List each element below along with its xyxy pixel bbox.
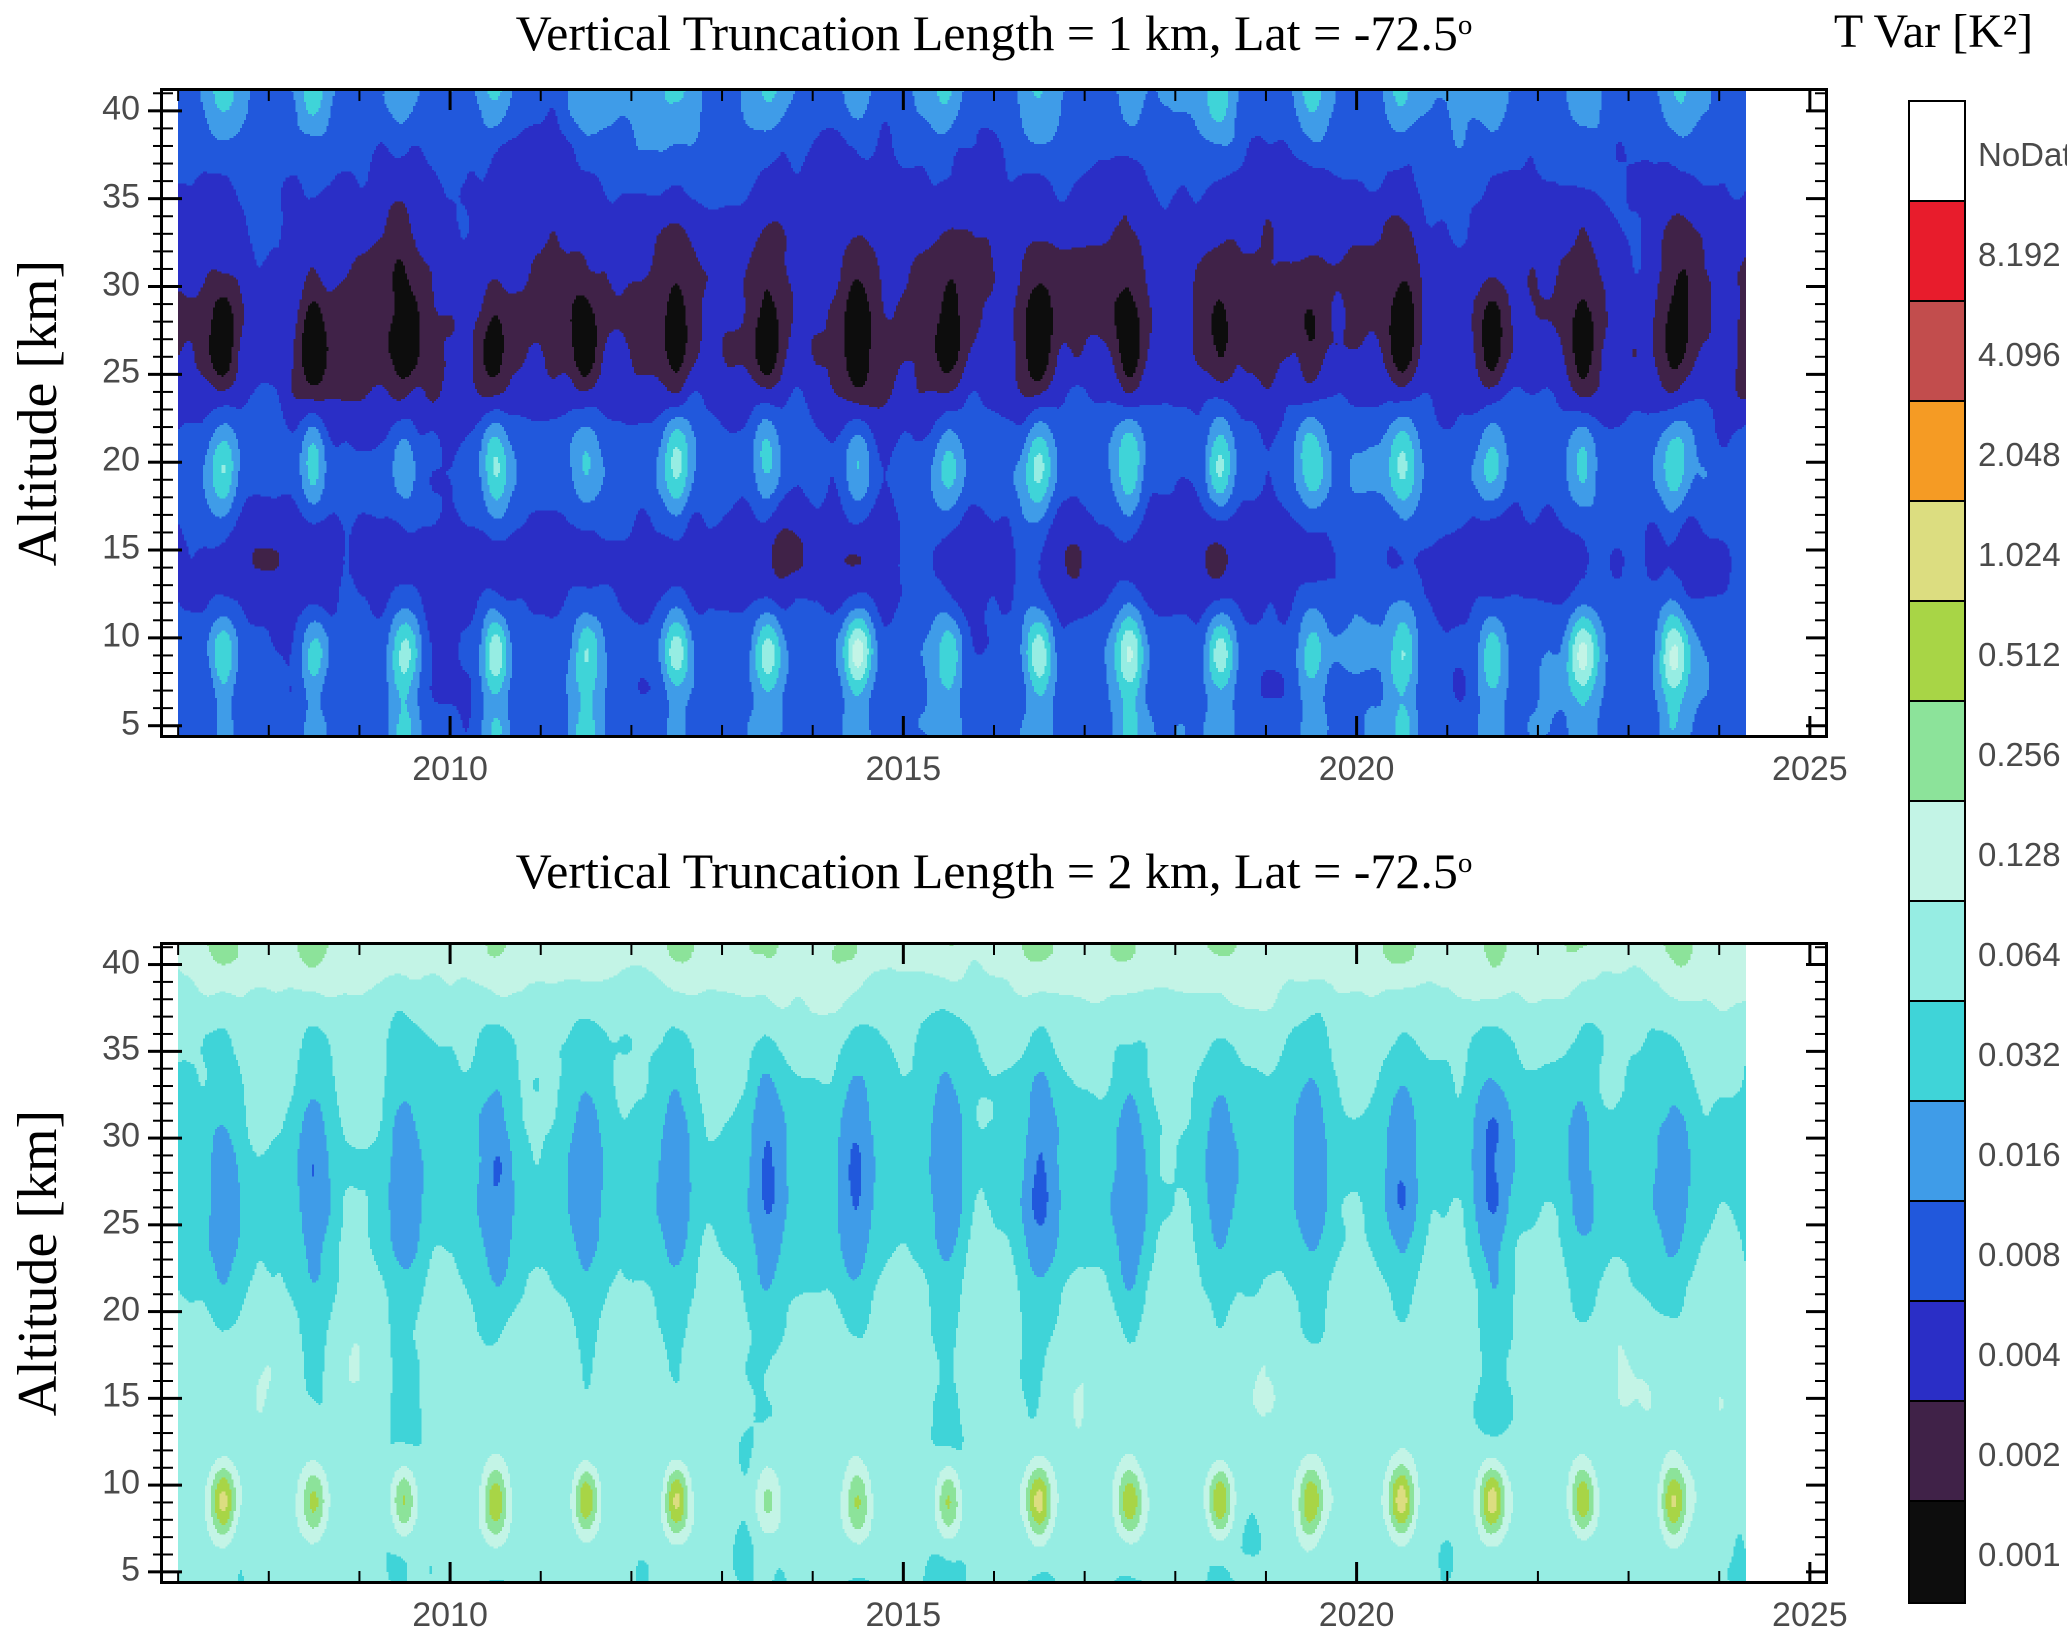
colorbar-segment [1910, 202, 1964, 302]
panel-title-superscript: o [1457, 847, 1473, 880]
x-tick-label: 2010 [412, 750, 488, 788]
colorbar-segment [1910, 702, 1964, 802]
y-tick-label: 20 [102, 440, 140, 479]
colorbar-title: T Var [K²] [1800, 4, 2067, 59]
colorbar-label: 0.002 [1978, 1436, 2061, 1473]
y-tick-label: 40 [102, 89, 140, 128]
axes-ticks [148, 88, 1828, 738]
colorbar-label: 0.008 [1978, 1236, 2061, 1273]
panel-title: Vertical Truncation Length = 2 km, Lat =… [160, 842, 1828, 900]
plot-area [148, 88, 1828, 738]
panel-title-text: Vertical Truncation Length = 2 km, Lat =… [515, 843, 1458, 899]
colorbar-label: 0.001 [1978, 1536, 2061, 1573]
colorbar-segment [1910, 602, 1964, 702]
y-tick-label: 5 [121, 704, 140, 743]
panel-title-text: Vertical Truncation Length = 1 km, Lat =… [515, 5, 1458, 61]
y-tick-label: 25 [102, 352, 140, 391]
colorbar-label: 2.048 [1978, 436, 2061, 473]
colorbar-segment [1910, 802, 1964, 902]
x-tick-label: 2010 [412, 1596, 488, 1634]
y-tick-label: 15 [102, 528, 140, 567]
colorbar-label: 8.192 [1978, 236, 2061, 273]
colorbar-segment [1910, 1102, 1964, 1202]
colorbar-label: 0.128 [1978, 836, 2061, 873]
axes-ticks [148, 942, 1828, 1584]
y-tick-label: 10 [102, 616, 140, 655]
colorbar-label: 0.004 [1978, 1336, 2061, 1373]
colorbar-label: 4.096 [1978, 336, 2061, 373]
colorbar-label: 0.032 [1978, 1036, 2061, 1073]
y-tick-label: 35 [102, 177, 140, 216]
contour-field [178, 944, 1747, 1582]
panel-title: Vertical Truncation Length = 1 km, Lat =… [160, 4, 1828, 62]
y-tick-label: 15 [102, 1376, 140, 1415]
x-tick-label: 2015 [865, 750, 942, 788]
y-axis-label-text: Altitude [km] [7, 1109, 69, 1417]
colorbar-label: 0.256 [1978, 736, 2061, 773]
y-tick-label: 30 [102, 1116, 140, 1155]
colorbar-segment [1910, 1402, 1964, 1502]
y-tick-label: 35 [102, 1029, 140, 1068]
colorbar-label: 0.016 [1978, 1136, 2061, 1173]
x-tick-label: 2025 [1772, 1596, 1848, 1634]
colorbar [1908, 100, 1966, 1604]
plot-area [148, 942, 1828, 1584]
colorbar-segment [1910, 1502, 1964, 1602]
colorbar-segment [1910, 1202, 1964, 1302]
colorbar-label: 1.024 [1978, 536, 2061, 573]
colorbar-label: 0.512 [1978, 636, 2061, 673]
y-tick-label: 5 [121, 1550, 140, 1589]
colorbar-segment [1910, 402, 1964, 502]
y-tick-label: 40 [102, 943, 140, 982]
colorbar-segment [1910, 502, 1964, 602]
x-tick-label: 2020 [1318, 750, 1395, 788]
colorbar-segment [1910, 1002, 1964, 1102]
panel-title-superscript: o [1457, 9, 1473, 42]
x-tick-label: 2015 [865, 1596, 942, 1634]
colorbar-segment-nodata [1910, 102, 1964, 202]
y-tick-label: 25 [102, 1203, 140, 1242]
x-tick-label: 2025 [1772, 750, 1848, 788]
colorbar-segment [1910, 302, 1964, 402]
colorbar-title-text: T Var [K²] [1833, 5, 2034, 58]
y-tick-label: 30 [102, 265, 140, 304]
colorbar-label: NoDat [1978, 136, 2067, 173]
colorbar-segment [1910, 1302, 1964, 1402]
colorbar-segment [1910, 902, 1964, 1002]
y-tick-label: 10 [102, 1463, 140, 1502]
colorbar-label: 0.064 [1978, 936, 2061, 973]
y-tick-label: 20 [102, 1290, 140, 1329]
contour-field [178, 90, 1747, 736]
x-tick-label: 2020 [1318, 1596, 1395, 1634]
